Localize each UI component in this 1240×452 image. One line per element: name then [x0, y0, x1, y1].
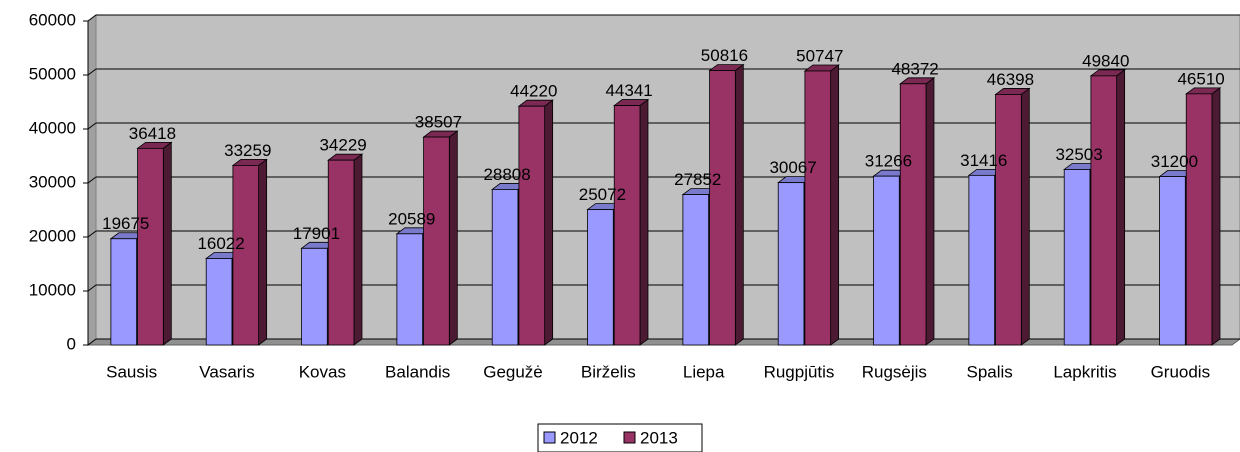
- bar: [682, 194, 710, 346]
- y-tick-label: 60000: [29, 10, 76, 29]
- x-tick-label: Birželis: [581, 362, 636, 381]
- bar: [968, 174, 996, 346]
- legend-swatch: [543, 431, 556, 444]
- x-tick-label: Liepa: [683, 362, 725, 381]
- bar-side: [1020, 87, 1030, 346]
- grid-line: [87, 284, 97, 292]
- data-label: 25072: [579, 185, 626, 204]
- bar: [327, 159, 355, 346]
- bar: [873, 175, 900, 346]
- x-tick-label: Vasaris: [199, 362, 254, 381]
- data-label: 31416: [960, 151, 1007, 170]
- bar: [777, 182, 805, 346]
- bar: [491, 189, 519, 346]
- data-label: 50747: [796, 46, 843, 65]
- y-tick-label: 40000: [29, 118, 76, 137]
- x-tick-label: Gegužė: [483, 362, 543, 381]
- data-label: 36418: [129, 124, 176, 143]
- data-label: 34229: [319, 136, 366, 155]
- bar: [899, 83, 927, 346]
- bar: [137, 147, 164, 346]
- data-label: 33259: [224, 141, 271, 160]
- y-tick-label: 30000: [29, 172, 76, 191]
- data-label: 46398: [987, 70, 1034, 89]
- data-label: 30067: [769, 158, 816, 177]
- bar-side: [544, 99, 554, 346]
- bar-side: [1116, 69, 1126, 346]
- bar: [1185, 93, 1213, 346]
- data-label: 50816: [701, 46, 748, 65]
- bar: [423, 136, 450, 346]
- bar: [995, 94, 1022, 346]
- bar-side: [448, 130, 458, 346]
- x-tick-label: Lapkritis: [1053, 362, 1116, 381]
- y-tick-label: 20000: [29, 226, 76, 245]
- bar: [110, 238, 138, 346]
- x-tick-label: Spalis: [967, 362, 1013, 381]
- data-label: 31200: [1151, 152, 1198, 171]
- bar: [232, 165, 260, 346]
- grid-line: [87, 230, 97, 238]
- x-tick-label: Sausis: [106, 362, 157, 381]
- data-label: 16022: [197, 234, 244, 253]
- bar-side: [258, 158, 268, 346]
- bar: [587, 209, 614, 346]
- grid-line: [87, 14, 97, 22]
- bar-side: [353, 153, 363, 346]
- y-tick-label: 50000: [29, 64, 76, 83]
- data-label: 32503: [1055, 145, 1102, 164]
- data-label: 20589: [388, 209, 435, 228]
- data-label: 31266: [865, 152, 912, 171]
- data-label: 38507: [415, 113, 462, 132]
- data-label: 48372: [891, 59, 938, 78]
- data-label: 28808: [483, 165, 530, 184]
- bar: [1063, 169, 1091, 346]
- grid-line: [87, 338, 97, 346]
- legend-swatch: [623, 431, 636, 444]
- data-label: 46510: [1177, 69, 1224, 88]
- bar: [1159, 176, 1186, 346]
- data-label: 44341: [605, 81, 652, 100]
- bar: [709, 70, 736, 346]
- bar: [396, 233, 424, 346]
- bar: [1090, 75, 1118, 346]
- legend-label: 2013: [640, 428, 678, 447]
- data-label: 49840: [1082, 51, 1129, 70]
- bar-side: [1211, 87, 1221, 346]
- y-tick-label: 10000: [29, 280, 76, 299]
- bar: [301, 247, 328, 346]
- bar: [804, 70, 832, 346]
- x-tick-label: Rugpjūtis: [764, 362, 835, 381]
- x-tick-label: Kovas: [299, 362, 346, 381]
- data-label: 44220: [510, 82, 557, 101]
- grid-line: [87, 176, 97, 184]
- y-tick-label: 0: [67, 334, 76, 353]
- x-tick-label: Balandis: [385, 362, 450, 381]
- grid-line: [87, 68, 97, 76]
- bar-side: [162, 141, 172, 346]
- x-tick-label: Rugsėjis: [862, 362, 927, 381]
- bar-side: [639, 98, 649, 346]
- grid-line: [87, 122, 97, 130]
- data-label: 17901: [293, 224, 340, 243]
- legend-box: [537, 423, 703, 452]
- bar: [518, 105, 546, 346]
- bar-side: [830, 64, 840, 346]
- bar: [205, 258, 233, 346]
- x-tick-label: Gruodis: [1151, 362, 1211, 381]
- bar: [613, 105, 641, 346]
- data-label: 19675: [102, 214, 149, 233]
- bar-side: [925, 76, 935, 346]
- data-label: 27852: [674, 170, 721, 189]
- legend-label: 2012: [560, 428, 598, 447]
- bar-side: [734, 63, 744, 346]
